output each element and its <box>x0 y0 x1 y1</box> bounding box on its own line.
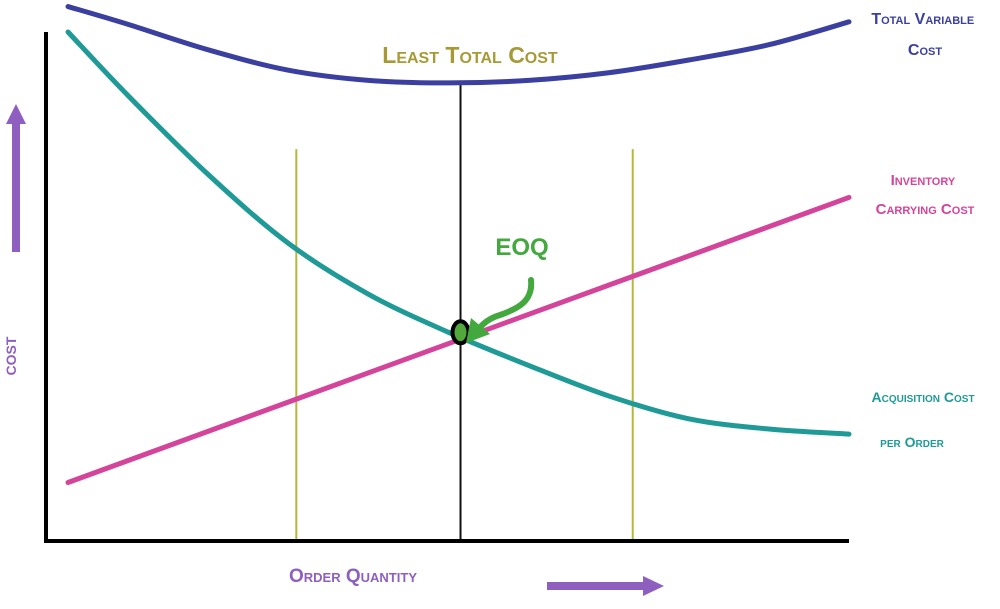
series-label-line: Acquisition Cost <box>872 389 975 405</box>
x-axis-label: Order Quantity <box>289 566 417 587</box>
series-label-line: Inventory <box>891 172 956 189</box>
series-label-total-variable-cost: Total Variable Cost <box>871 11 978 59</box>
y-direction-arrow <box>6 104 26 252</box>
y-axis-label: COST <box>3 336 19 375</box>
eoq-pointer-arrow <box>466 277 535 343</box>
eoq-point-group <box>450 319 471 346</box>
total-variable-cost-line <box>65 4 852 86</box>
eoq-point-marker <box>450 319 471 346</box>
chart-title: Least Total Cost <box>382 42 558 68</box>
series-label-inventory-carrying-cost: Inventory Carrying Cost <box>876 172 975 218</box>
series-label-line: Carrying Cost <box>876 201 975 218</box>
x-direction-arrow <box>547 576 664 596</box>
series-label-line: Total Variable <box>871 11 974 28</box>
series-label-line: per Order <box>880 434 944 450</box>
series-lines <box>65 4 852 485</box>
guide-lines <box>295 82 634 539</box>
series-label-acquisition-cost: Acquisition Cost per Order <box>872 389 979 450</box>
eoq-label: EOQ <box>495 234 548 261</box>
acquisition-cost-line <box>65 29 852 437</box>
series-label-line: Cost <box>908 42 942 59</box>
